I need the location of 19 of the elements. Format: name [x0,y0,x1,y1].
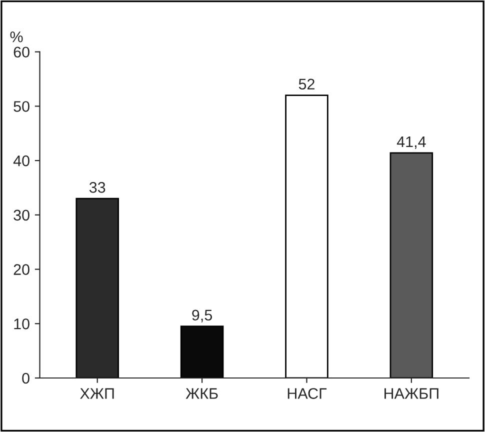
bar [390,152,434,378]
y-tick-label: 30 [14,210,30,221]
y-tick-label: 0 [22,372,30,384]
y-tick-label: 10 [14,318,30,330]
data-label: 9,5 [192,310,212,322]
x-tick-label: НАСГ [288,388,327,399]
x-tick-label: ХЖП [80,388,114,399]
data-label: 33 [89,182,106,193]
y-tick-label: 40 [13,155,30,166]
x-tick-label: ЖКБ [186,388,218,399]
y-axis-title: % [10,32,23,42]
data-label: 52 [298,78,314,90]
data-label: 41,4 [396,136,426,149]
bar [285,94,328,378]
bar [180,326,224,378]
y-tick-label: 20 [14,264,30,275]
y-tick-label: 60 [14,46,30,58]
x-tick-label: НАЖБП [384,388,438,399]
y-tick-label: 50 [14,101,30,112]
